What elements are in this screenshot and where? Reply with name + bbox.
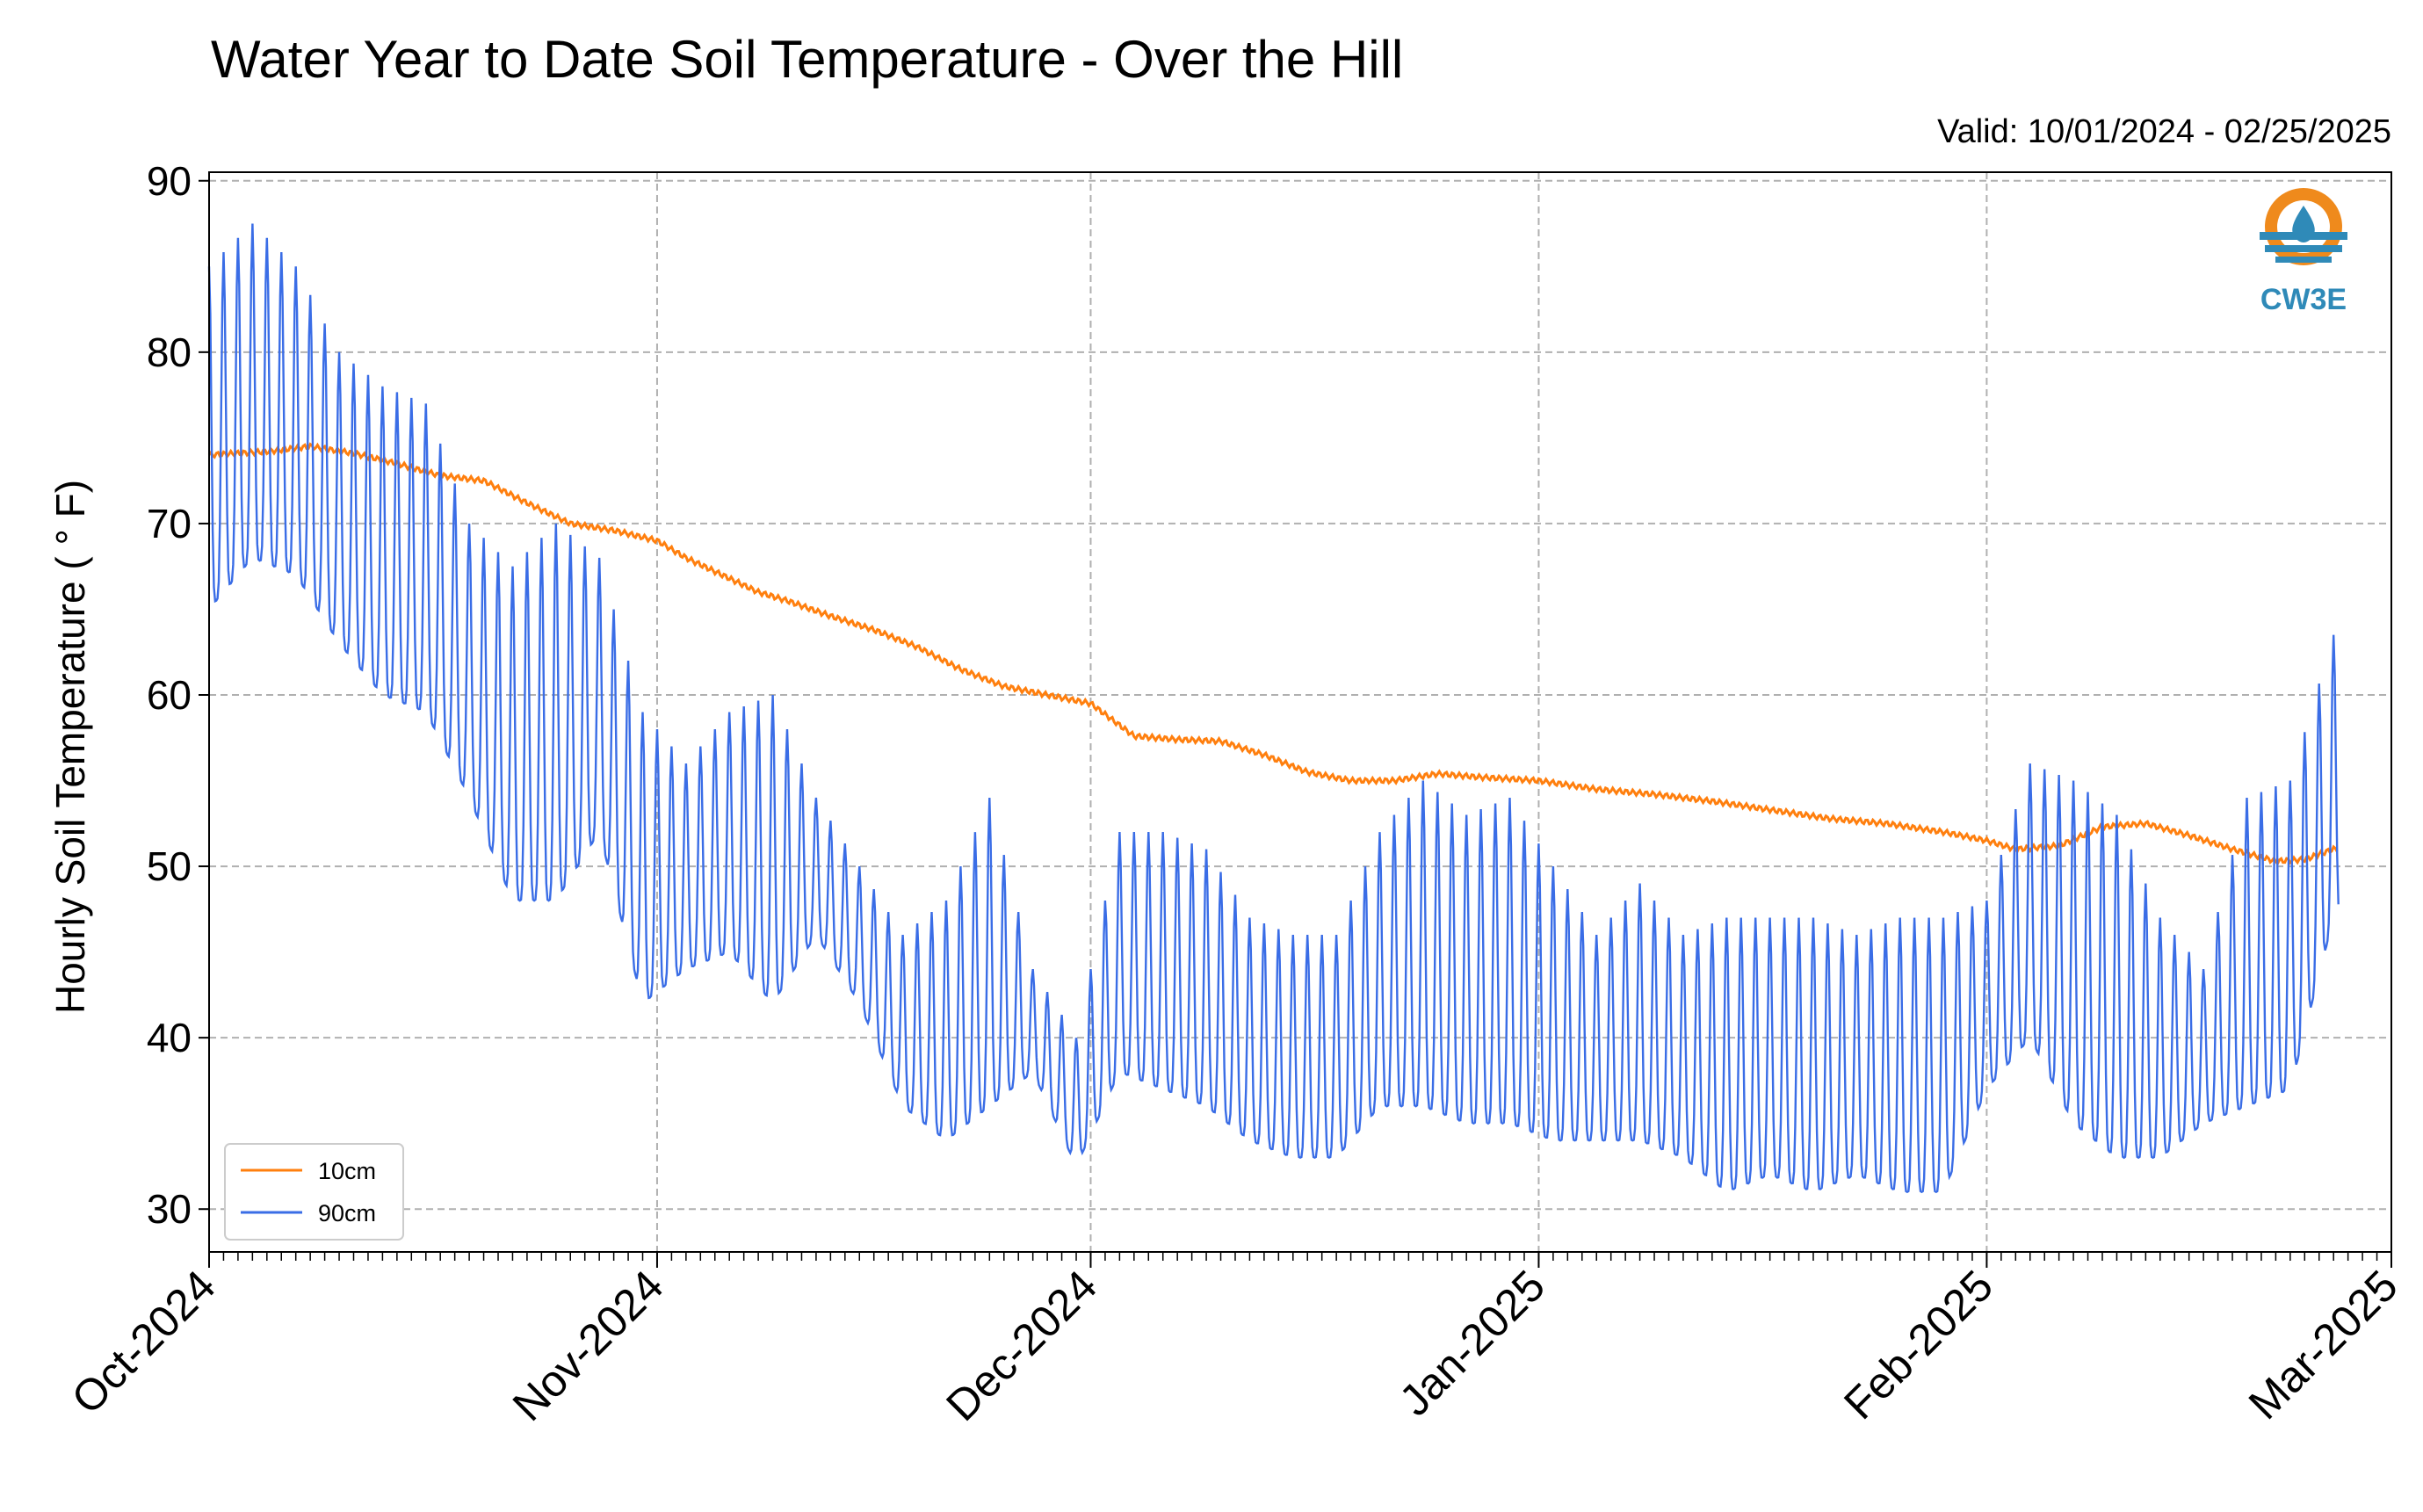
valid-date-range: Valid: 10/01/2024 - 02/25/2025 — [1937, 113, 2391, 150]
legend-label-90cm: 90cm — [318, 1200, 376, 1226]
logo-text: CW3E — [2260, 283, 2347, 316]
logo-wave-2 — [2265, 245, 2342, 252]
series-layer — [207, 223, 2340, 1194]
logo-wave-3 — [2275, 257, 2332, 263]
axis-ticks: 30 40 50 60 70 80 90 Oct-2024 Nov-2024 Dec-2024 Ja… — [62, 158, 2407, 1430]
chart-title: Water Year to Date Soil Temperature - Ov… — [211, 30, 1403, 89]
series-line-90cm — [207, 223, 2340, 1194]
x-tick-label: Jan-2025 — [1390, 1261, 1554, 1425]
x-tick-label: Feb-2025 — [1834, 1261, 2002, 1429]
legend-label-10cm: 10cm — [318, 1158, 376, 1184]
y-tick-label: 30 — [147, 1186, 192, 1232]
x-tick-label: Dec-2024 — [937, 1261, 1106, 1430]
cw3e-logo: CW3E — [2260, 188, 2347, 316]
plot-frame — [208, 171, 2392, 1253]
legend-box — [224, 1143, 404, 1241]
x-tick-label: Nov-2024 — [503, 1261, 673, 1430]
y-tick-label: 60 — [147, 672, 192, 718]
y-tick-label: 70 — [147, 501, 192, 546]
logo-wave-1 — [2260, 232, 2347, 240]
x-tick-label: Mar-2025 — [2239, 1261, 2407, 1429]
grid-lines — [208, 172, 2392, 1252]
y-tick-label: 90 — [147, 158, 192, 204]
y-axis-label: Hourly Soil Temperature ( ° F) — [47, 480, 93, 1014]
y-tick-label: 80 — [147, 329, 192, 375]
y-tick-label: 50 — [147, 843, 192, 889]
legend: 10cm 90cm — [224, 1143, 404, 1241]
series-line-10cm — [207, 442, 2339, 866]
y-tick-label: 40 — [147, 1015, 192, 1060]
x-tick-label: Oct-2024 — [62, 1261, 225, 1423]
